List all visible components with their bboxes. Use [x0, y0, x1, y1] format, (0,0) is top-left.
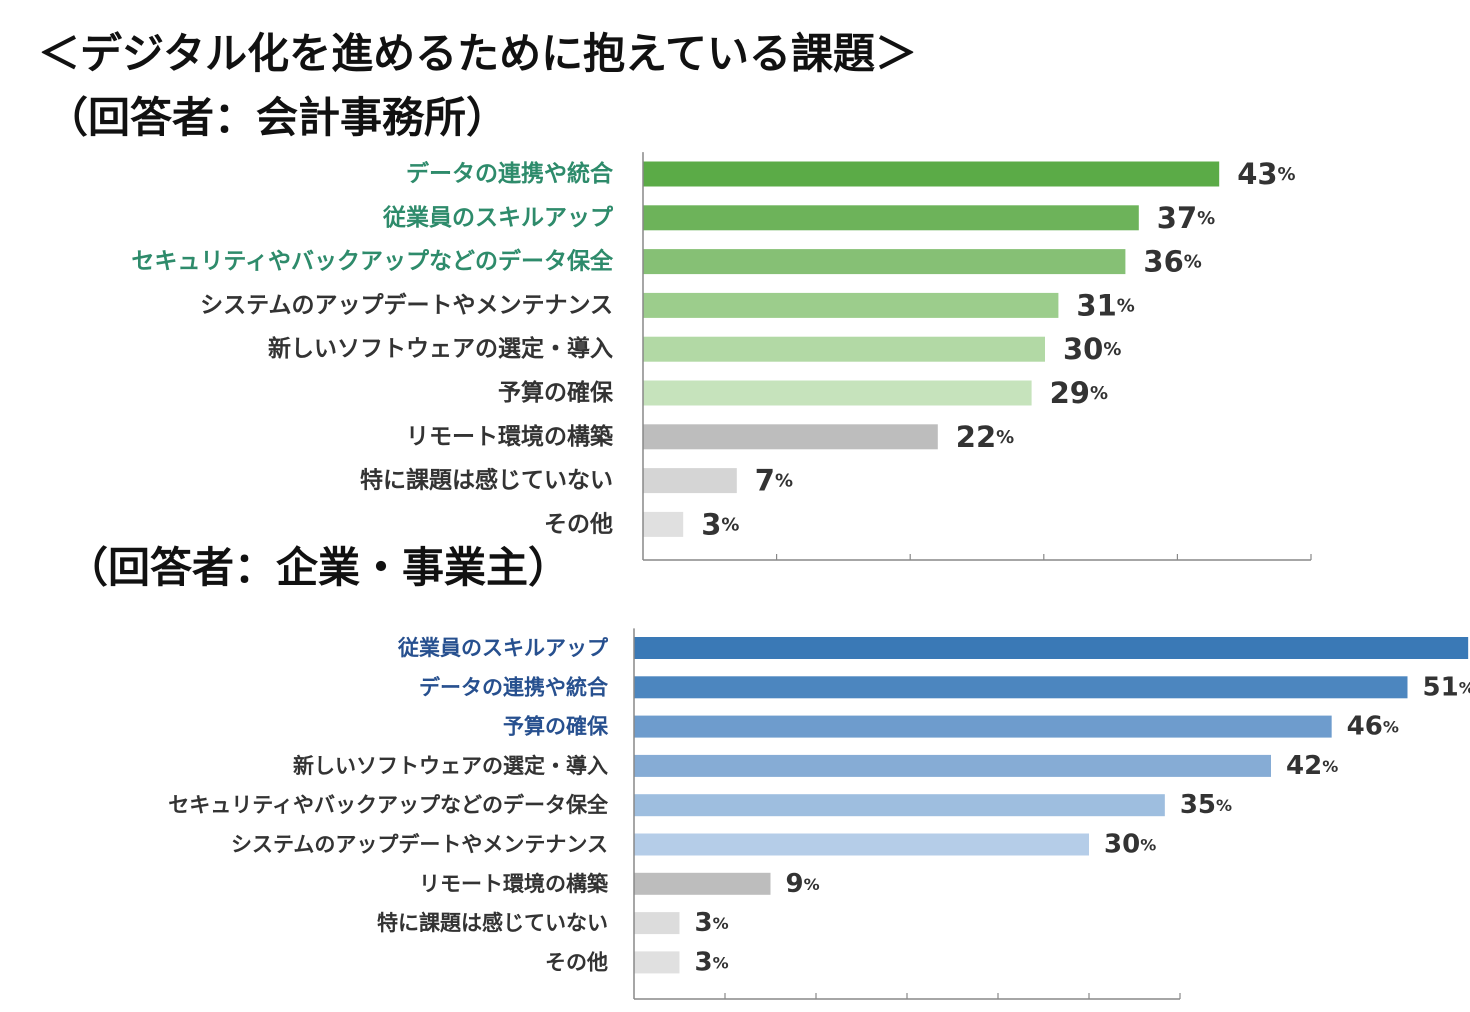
category-label: データの連携や統合 — [406, 160, 614, 187]
category-label: 新しいソフトウェアの選定・導入 — [268, 335, 613, 362]
value-label: 3% — [695, 947, 729, 977]
value-unit: % — [1278, 164, 1296, 185]
value-label: 42% — [1286, 751, 1338, 781]
category-label: リモート環境の構築 — [419, 872, 609, 896]
bar — [643, 161, 1220, 187]
category-label: その他 — [545, 950, 608, 974]
value-unit: % — [721, 514, 739, 535]
value-unit: % — [1197, 207, 1215, 228]
value-unit: % — [1216, 796, 1232, 815]
bar — [643, 380, 1032, 406]
value-label: 9% — [786, 869, 820, 899]
bar — [634, 715, 1332, 738]
bar — [643, 249, 1126, 275]
value-unit: % — [804, 874, 820, 893]
value-label: 35% — [1180, 790, 1232, 820]
value-unit: % — [1140, 835, 1156, 854]
chart1-subtitle: （回答者：会計事務所） — [46, 93, 509, 142]
page-title: ＜デジタル化を進めるために抱えている課題＞ — [38, 29, 918, 78]
category-label: 予算の確保 — [503, 715, 609, 739]
category-label: リモート環境の構築 — [406, 423, 614, 450]
category-label: 特に課題は感じていない — [377, 911, 608, 935]
category-label: セキュリティやバックアップなどのデータ保全 — [168, 793, 609, 817]
bar — [643, 468, 737, 494]
bar — [634, 951, 680, 974]
value-unit: % — [713, 914, 729, 933]
category-label: データの連携や統合 — [419, 675, 609, 699]
value-unit: % — [1184, 251, 1202, 272]
category-label: システムのアップデートやメンテナンス — [231, 833, 608, 857]
value-label: 51% — [1423, 672, 1470, 702]
value-unit: % — [1103, 339, 1121, 360]
bar — [634, 794, 1165, 817]
value-unit: % — [1383, 717, 1399, 736]
value-unit: % — [996, 426, 1014, 447]
bar — [643, 292, 1059, 318]
category-label: 従業員のスキルアップ — [397, 636, 609, 660]
value-unit: % — [1322, 756, 1338, 775]
value-label: 7% — [755, 464, 793, 498]
value-unit: % — [1117, 295, 1135, 316]
bar — [634, 676, 1408, 699]
bar — [643, 205, 1139, 231]
bar — [634, 637, 1469, 659]
bar — [643, 336, 1045, 362]
value-unit: % — [1090, 383, 1108, 404]
bar — [643, 511, 684, 537]
category-label: 従業員のスキルアップ — [382, 204, 614, 231]
category-label: セキュリティやバックアップなどのデータ保全 — [131, 248, 614, 275]
category-label: 予算の確保 — [498, 379, 614, 406]
category-label: その他 — [544, 511, 613, 537]
category-label: 新しいソフトウェアの選定・導入 — [293, 754, 608, 778]
bar — [634, 754, 1271, 777]
value-unit: % — [775, 470, 793, 491]
value-label: 46% — [1347, 712, 1399, 742]
category-label: システムのアップデートやメンテナンス — [200, 291, 613, 318]
category-label: 特に課題は感じていない — [360, 467, 613, 494]
value-unit: % — [713, 953, 729, 972]
value-label: 30% — [1104, 830, 1156, 860]
bar — [634, 833, 1089, 856]
bar — [634, 872, 771, 895]
bar — [643, 424, 938, 450]
bar — [634, 912, 680, 935]
value-unit: % — [1459, 678, 1470, 697]
chart2-subtitle: （回答者：企業・事業主） — [66, 543, 571, 592]
value-label: 3% — [695, 908, 729, 938]
